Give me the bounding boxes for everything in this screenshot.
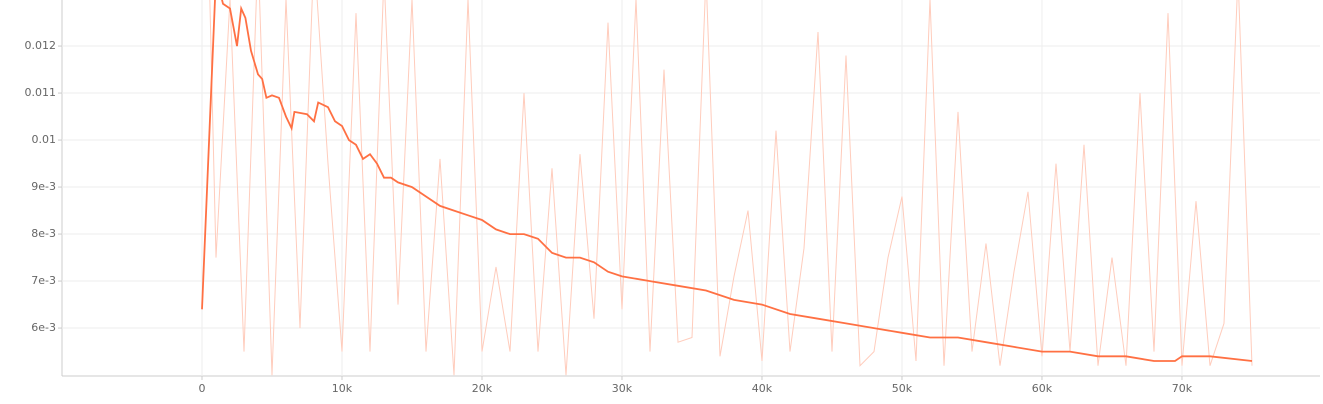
x-tick-label: 30k	[612, 382, 633, 395]
plot-area	[62, 0, 1320, 376]
x-tick-label: 70k	[1172, 382, 1193, 395]
x-tick-label: 40k	[752, 382, 773, 395]
y-tick-label: 7e-3	[31, 274, 56, 287]
x-tick-label: 0	[198, 382, 205, 395]
series-line	[201, 0, 1253, 362]
y-tick-label: 0.011	[25, 86, 57, 99]
x-tick-label: 10k	[332, 382, 353, 395]
y-tick-label: 8e-3	[31, 227, 56, 240]
y-tick-label: 0.012	[25, 39, 57, 52]
y-tick-label: 0.01	[32, 133, 57, 146]
x-tick-label: 20k	[472, 382, 493, 395]
x-tick-label: 50k	[892, 382, 913, 395]
y-tick-label: 9e-3	[31, 180, 56, 193]
x-tick-label: 60k	[1032, 382, 1053, 395]
y-tick-label: 6e-3	[31, 321, 56, 334]
